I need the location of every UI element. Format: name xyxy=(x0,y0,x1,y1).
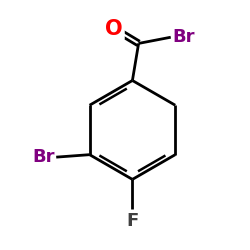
Text: Br: Br xyxy=(32,148,55,166)
Text: Br: Br xyxy=(172,28,195,46)
Text: O: O xyxy=(105,18,123,38)
Text: F: F xyxy=(126,212,138,230)
